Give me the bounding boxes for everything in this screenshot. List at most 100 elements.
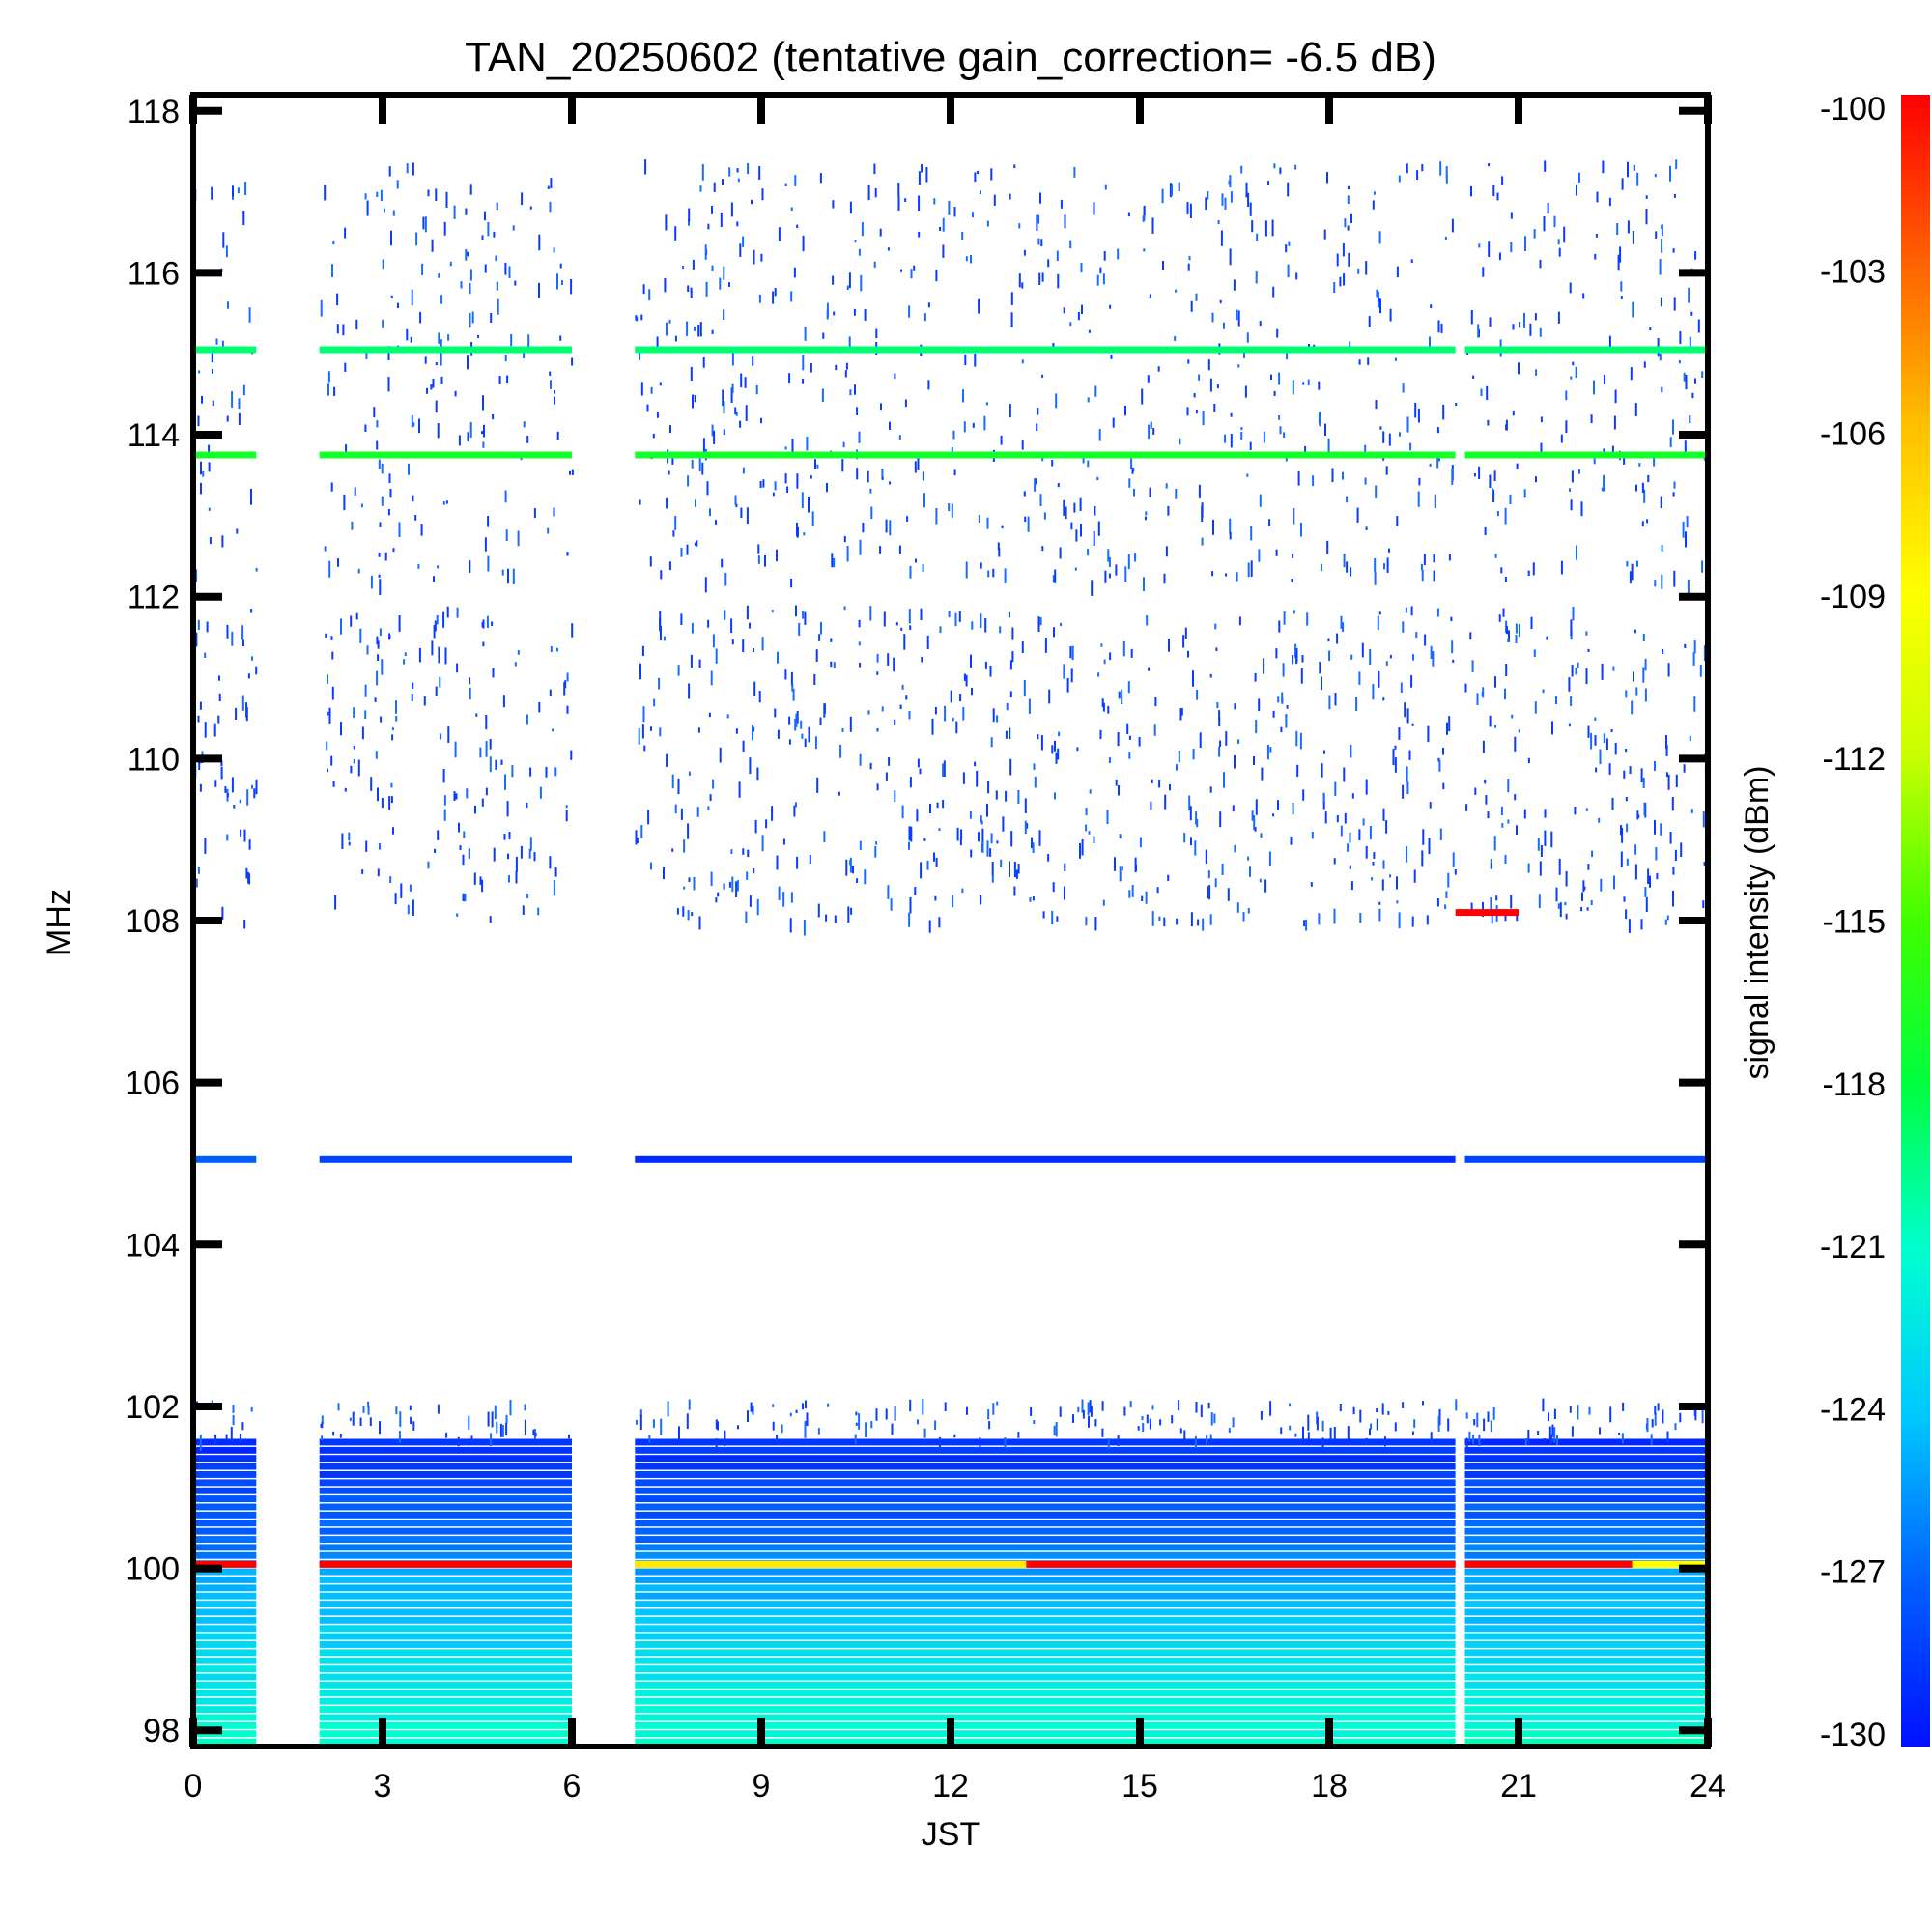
speckle [1216,384,1219,389]
speckle [1198,484,1201,498]
speckle [1672,890,1674,907]
speckle [1625,690,1628,698]
speckle [529,206,532,210]
speckle [914,461,917,473]
speckle [816,464,819,469]
speckle [1207,886,1209,899]
speckle [1418,477,1421,486]
speckle [922,471,924,481]
speckle [374,697,377,702]
band-row [635,1527,1456,1535]
speckle [952,430,955,440]
speckle [1489,474,1492,488]
speckle [1224,434,1227,443]
speckle [1041,546,1044,552]
speckle [508,875,510,883]
speckle [860,274,863,292]
speckle [482,619,485,629]
speckle [1037,734,1039,740]
speckle [1223,322,1225,329]
speckle [1414,402,1417,418]
speckle [1613,875,1615,890]
speckle [1675,159,1678,170]
speckle [881,469,884,479]
speckle [1553,1408,1556,1419]
speckle [1010,831,1013,847]
speckle [232,1405,235,1413]
speckle [1148,667,1151,671]
speckle [1632,231,1634,244]
speckle [1048,689,1051,704]
speckle [1378,611,1381,615]
speckle [778,886,781,900]
speckle [1540,442,1543,454]
speckle [533,508,536,519]
speckle [1188,795,1191,810]
speckle [1386,557,1389,573]
speckle [211,1400,213,1405]
speckle [324,185,327,201]
speckle [1577,662,1579,668]
speckle [376,670,379,686]
speckle [1347,1426,1350,1439]
speckle [893,657,895,672]
speckle [442,501,445,505]
speckle [1665,744,1668,756]
colorbar-tick-label: -127 [1820,1554,1886,1591]
band-row [319,1544,572,1551]
speckle [747,1410,749,1422]
speckle [1423,554,1426,565]
speckle [1691,392,1694,399]
speckle [1664,919,1667,925]
band-row [319,1487,572,1494]
speckle [1213,1413,1216,1424]
speckle [894,373,896,380]
speckle [1490,1420,1492,1433]
speckle [1154,697,1157,707]
speckle [1571,665,1574,677]
speckle [859,662,862,668]
speckle [925,167,928,183]
speckle [1374,558,1377,573]
speckle [1187,263,1190,271]
speckle [1294,164,1297,170]
speckle [1054,792,1056,800]
speckle [713,182,716,192]
speckle [1225,573,1228,577]
speckle [1013,862,1016,878]
speckle [324,546,327,552]
speckle [992,568,995,578]
speckle [756,898,759,916]
speckle [211,186,213,200]
speckle [1382,808,1385,821]
speckle [469,677,471,685]
speckle [1368,316,1371,327]
speckle [1280,1427,1283,1435]
speckle [214,1435,217,1444]
speckle [1081,1399,1084,1413]
speckle [802,355,805,371]
speckle [496,202,498,211]
speckle [784,446,787,450]
speckle [378,459,381,469]
speckle [929,803,931,813]
speckle [365,840,368,852]
band-row [1464,1641,1708,1648]
speckle [414,515,417,521]
speckle [1654,173,1657,178]
speckle [740,373,743,388]
speckle [1473,1419,1476,1426]
speckle [1655,847,1658,861]
speckle [1404,702,1406,718]
speckle [897,195,900,211]
speckle [1024,516,1027,523]
speckle [1581,892,1583,901]
speckle [919,768,922,775]
speckle [683,839,686,853]
speckle [218,693,221,702]
speckle [379,579,382,595]
speckle [465,208,468,215]
speckle [1694,1406,1697,1421]
speckle [1053,1425,1056,1435]
speckle [534,1433,537,1437]
